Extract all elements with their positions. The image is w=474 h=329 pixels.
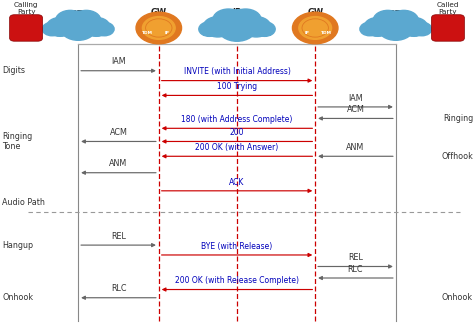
Circle shape (72, 11, 101, 31)
Text: ACK: ACK (229, 178, 245, 187)
FancyBboxPatch shape (431, 15, 465, 41)
Text: TDM: TDM (321, 31, 332, 35)
Circle shape (242, 17, 271, 37)
Circle shape (360, 22, 379, 36)
Text: IP: IP (165, 31, 170, 35)
Text: Audio Path: Audio Path (2, 198, 45, 207)
Text: GW: GW (307, 8, 323, 17)
Text: Offhook: Offhook (441, 152, 473, 161)
Text: PSTN: PSTN (383, 10, 408, 19)
Text: IP
Network: IP Network (217, 8, 257, 28)
Text: IP: IP (304, 31, 309, 35)
Text: Digits: Digits (2, 66, 26, 75)
Text: 200: 200 (230, 128, 244, 137)
Text: REL: REL (111, 232, 126, 241)
Circle shape (299, 16, 332, 39)
Circle shape (442, 32, 454, 39)
Text: INVITE (with Initial Address): INVITE (with Initial Address) (183, 67, 291, 76)
Circle shape (254, 22, 275, 37)
Circle shape (412, 22, 432, 36)
Circle shape (136, 12, 182, 44)
Text: ANM: ANM (346, 143, 365, 152)
Circle shape (230, 9, 261, 31)
Text: 100 Trying: 100 Trying (217, 82, 257, 91)
FancyBboxPatch shape (203, 27, 271, 36)
Circle shape (292, 12, 338, 44)
Text: 180 (with Address Complete): 180 (with Address Complete) (182, 115, 292, 124)
FancyBboxPatch shape (9, 15, 43, 41)
Text: GW: GW (151, 8, 167, 17)
Circle shape (218, 15, 256, 41)
Text: Onhook: Onhook (442, 293, 473, 302)
Circle shape (401, 17, 428, 36)
Text: Hangup: Hangup (2, 240, 34, 250)
Text: Onhook: Onhook (2, 293, 34, 302)
Text: IAM: IAM (111, 58, 126, 66)
FancyBboxPatch shape (364, 27, 428, 36)
Circle shape (20, 16, 32, 24)
Circle shape (95, 22, 114, 36)
Text: 200 OK (with Release Complete): 200 OK (with Release Complete) (175, 276, 299, 285)
Text: ANM: ANM (109, 160, 128, 168)
Circle shape (142, 16, 175, 39)
Circle shape (225, 10, 249, 27)
Circle shape (20, 32, 32, 39)
Circle shape (42, 22, 62, 36)
Text: 200 OK (with Answer): 200 OK (with Answer) (195, 143, 279, 152)
Circle shape (55, 11, 85, 31)
Circle shape (199, 22, 220, 37)
Circle shape (378, 15, 414, 40)
FancyBboxPatch shape (46, 27, 110, 36)
Text: Ringing
Tone: Ringing Tone (2, 132, 33, 151)
Circle shape (384, 11, 407, 27)
Circle shape (389, 11, 419, 31)
Text: ACM: ACM (346, 105, 365, 114)
Text: Ringing: Ringing (443, 114, 473, 123)
Text: Calling
Party: Calling Party (14, 2, 38, 15)
Circle shape (364, 17, 391, 36)
Text: RLC: RLC (348, 265, 363, 274)
Text: RLC: RLC (111, 285, 126, 293)
Text: Called
Party: Called Party (437, 2, 459, 15)
Circle shape (203, 17, 232, 37)
Text: TDM: TDM (142, 31, 153, 35)
Circle shape (442, 16, 454, 24)
Circle shape (213, 9, 244, 31)
Text: BYE (with Release): BYE (with Release) (201, 242, 273, 251)
Circle shape (60, 15, 96, 40)
Circle shape (46, 17, 73, 36)
Text: REL: REL (348, 253, 363, 262)
Text: ACM: ACM (109, 128, 128, 137)
Circle shape (83, 17, 110, 36)
Circle shape (373, 11, 402, 31)
Text: IAM: IAM (348, 94, 363, 103)
Text: PSTN: PSTN (66, 10, 91, 19)
Circle shape (67, 11, 90, 27)
